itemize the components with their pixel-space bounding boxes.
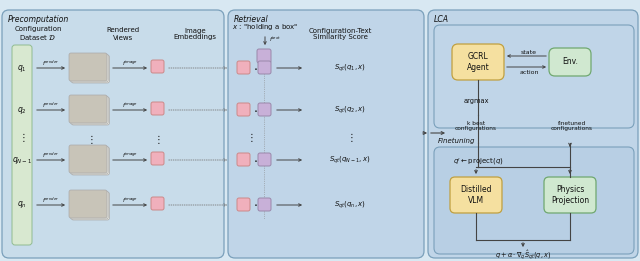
Text: $f^{image}$: $f^{image}$ [122, 150, 138, 160]
Text: $f^{image}$: $f^{image}$ [122, 58, 138, 68]
FancyBboxPatch shape [228, 10, 424, 258]
FancyBboxPatch shape [237, 153, 250, 166]
FancyBboxPatch shape [237, 198, 250, 211]
FancyBboxPatch shape [258, 153, 271, 166]
FancyBboxPatch shape [151, 102, 164, 115]
Text: $S_{qt}(q_n, x)$: $S_{qt}(q_n, x)$ [334, 199, 366, 211]
Text: LCA: LCA [434, 15, 449, 23]
Text: $S_{qt}(q_{N-1}, x)$: $S_{qt}(q_{N-1}, x)$ [329, 154, 371, 166]
FancyBboxPatch shape [151, 197, 164, 210]
FancyBboxPatch shape [257, 49, 271, 63]
Text: $f^{render}$: $f^{render}$ [42, 100, 60, 110]
Text: $\vdots$: $\vdots$ [246, 130, 253, 144]
Text: $\cdot$: $\cdot$ [253, 104, 257, 116]
FancyBboxPatch shape [72, 147, 109, 175]
Text: Image
Embeddings: Image Embeddings [173, 27, 216, 40]
Text: state: state [521, 50, 537, 56]
FancyBboxPatch shape [72, 55, 109, 83]
Text: $q_2$: $q_2$ [17, 104, 27, 116]
Text: $q_n$: $q_n$ [17, 199, 27, 211]
Text: $q_1$: $q_1$ [17, 62, 27, 74]
Text: Physics
Projection: Physics Projection [551, 185, 589, 205]
Text: Distilled
VLM: Distilled VLM [460, 185, 492, 205]
Text: $f^{render}$: $f^{render}$ [42, 58, 60, 68]
FancyBboxPatch shape [69, 95, 107, 123]
FancyBboxPatch shape [151, 60, 164, 73]
Text: $x$ : "holding a box": $x$ : "holding a box" [232, 22, 298, 32]
FancyBboxPatch shape [544, 177, 596, 213]
Text: $\vdots$: $\vdots$ [19, 130, 26, 144]
Text: $S_{qt}(q_1, x)$: $S_{qt}(q_1, x)$ [334, 62, 366, 74]
Text: $S_{qt}(q_2, x)$: $S_{qt}(q_2, x)$ [334, 104, 366, 116]
Text: $\cdot$: $\cdot$ [253, 199, 257, 211]
FancyBboxPatch shape [70, 96, 108, 124]
Text: $f^{render}$: $f^{render}$ [42, 150, 60, 160]
Text: Env.: Env. [562, 57, 578, 67]
Text: Rendered
Views: Rendered Views [106, 27, 140, 40]
Text: $q_{N-1}$: $q_{N-1}$ [12, 155, 32, 165]
Text: GCRL
Agent: GCRL Agent [467, 52, 490, 72]
Text: action: action [519, 69, 539, 74]
FancyBboxPatch shape [237, 103, 250, 116]
FancyBboxPatch shape [434, 25, 634, 128]
FancyBboxPatch shape [70, 191, 108, 219]
Text: $\cdot$: $\cdot$ [253, 153, 257, 167]
FancyBboxPatch shape [72, 192, 109, 220]
Text: $\vdots$: $\vdots$ [86, 133, 93, 146]
Text: finetuned
configurations: finetuned configurations [551, 121, 593, 131]
FancyBboxPatch shape [452, 44, 504, 80]
FancyBboxPatch shape [69, 53, 107, 81]
Text: $f^{image}$: $f^{image}$ [122, 195, 138, 205]
Text: $f^{render}$: $f^{render}$ [42, 195, 60, 205]
FancyBboxPatch shape [70, 54, 108, 82]
Text: $\vdots$: $\vdots$ [154, 133, 161, 146]
Text: k best
configurations: k best configurations [455, 121, 497, 131]
Text: argmax: argmax [464, 98, 490, 104]
Text: $f^{image}$: $f^{image}$ [122, 100, 138, 110]
FancyBboxPatch shape [258, 61, 271, 74]
FancyBboxPatch shape [258, 198, 271, 211]
FancyBboxPatch shape [549, 48, 591, 76]
FancyBboxPatch shape [434, 147, 634, 254]
Text: Configuration
Dataset $\mathcal{D}$: Configuration Dataset $\mathcal{D}$ [14, 26, 61, 42]
Text: Precomputation: Precomputation [8, 15, 69, 23]
FancyBboxPatch shape [70, 146, 108, 174]
FancyBboxPatch shape [151, 152, 164, 165]
FancyBboxPatch shape [69, 190, 107, 218]
FancyBboxPatch shape [2, 10, 224, 258]
FancyBboxPatch shape [450, 177, 502, 213]
Text: Finetuning: Finetuning [438, 138, 476, 144]
Text: $f^{text}$: $f^{text}$ [269, 35, 281, 44]
FancyBboxPatch shape [69, 145, 107, 173]
Text: $\cdot$: $\cdot$ [253, 62, 257, 74]
Text: $\vdots$: $\vdots$ [346, 130, 354, 144]
FancyBboxPatch shape [237, 61, 250, 74]
FancyBboxPatch shape [72, 97, 109, 125]
FancyBboxPatch shape [12, 45, 32, 245]
Text: $q' \leftarrow \mathrm{project}(q)$: $q' \leftarrow \mathrm{project}(q)$ [452, 157, 503, 168]
Text: Retrieval: Retrieval [234, 15, 269, 23]
Text: $q + \alpha \cdot \nabla_q \hat{S}_{qt}(q, x)$: $q + \alpha \cdot \nabla_q \hat{S}_{qt}(… [495, 248, 551, 261]
Text: Configuration-Text
Similarity Score: Configuration-Text Similarity Score [308, 27, 372, 40]
FancyBboxPatch shape [258, 103, 271, 116]
FancyBboxPatch shape [428, 10, 638, 258]
